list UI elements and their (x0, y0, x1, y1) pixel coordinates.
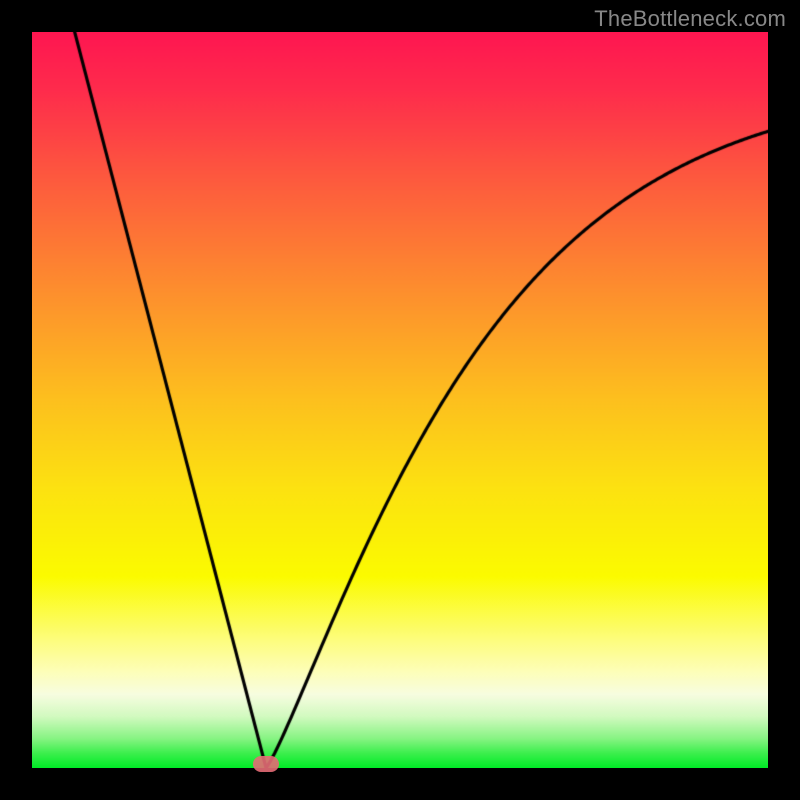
optimal-point-marker (253, 756, 279, 772)
watermark-text: TheBottleneck.com (594, 6, 786, 32)
bottleneck-curve (32, 32, 768, 768)
plot-area (32, 32, 768, 768)
